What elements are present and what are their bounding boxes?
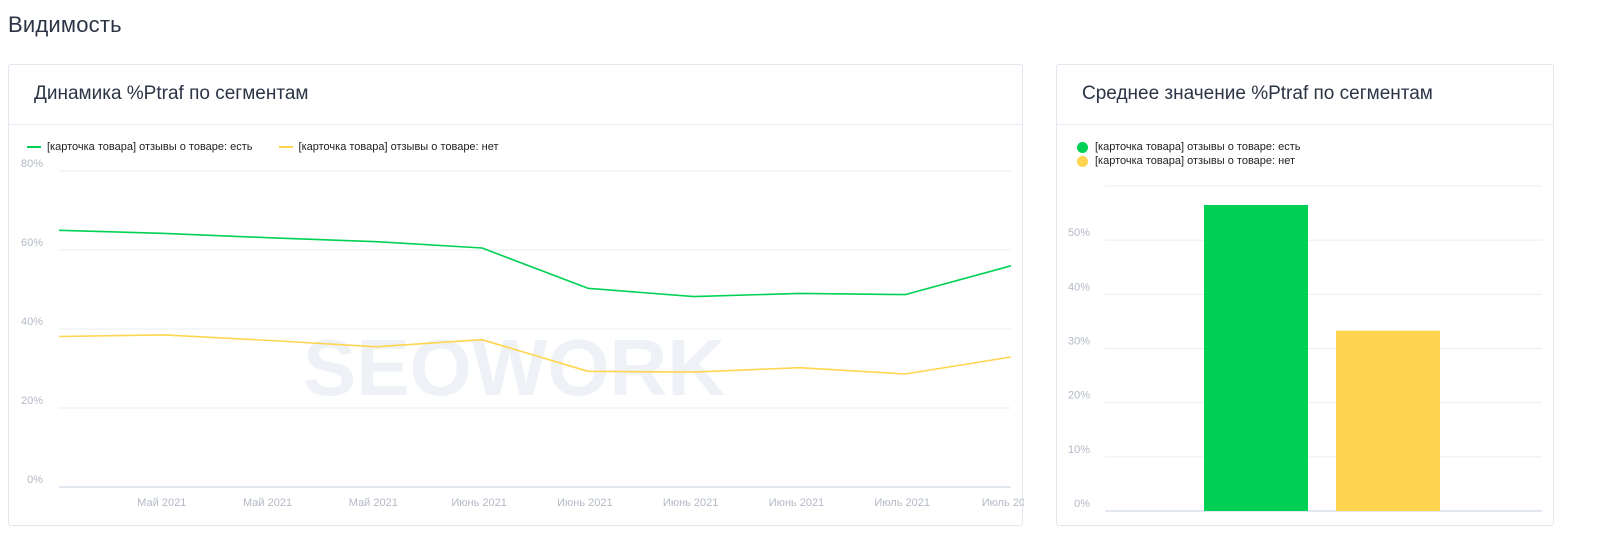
legend-item-no-reviews[interactable]: [карточка товара] отзывы о товаре: нет: [278, 141, 499, 153]
page-title: Видимость: [8, 12, 122, 37]
bar-chart-title: Среднее значение %Ptraf по сегментам: [1057, 65, 1553, 125]
legend-label: [карточка товара] отзывы о товаре: нет: [1095, 155, 1295, 167]
x-tick-label: Июнь 2021: [663, 497, 719, 509]
series-line-0: [58, 229, 1012, 298]
x-tick-label: Июнь 2021: [451, 497, 507, 509]
x-tick-label: Июль 2021: [874, 497, 930, 509]
line-chart-title: Динамика %Ptraf по сегментам: [9, 65, 1022, 125]
y-tick-label: 60%: [21, 237, 43, 249]
legend-label: [карточка товара] отзывы о товаре: нет: [298, 141, 499, 153]
legend-item-has-reviews[interactable]: [карточка товара] отзывы о товаре: есть: [27, 141, 253, 153]
y-tick-label: 80%: [21, 158, 43, 170]
legend-dot-yellow: [1077, 155, 1088, 167]
legend-label: [карточка товара] отзывы о товаре: есть: [47, 141, 253, 153]
y-tick-label: 10%: [1068, 444, 1090, 456]
y-tick-label: 50%: [1068, 227, 1090, 239]
bar-chart-legend: [карточка товара] отзывы о товаре: есть …: [1077, 141, 1301, 167]
line-chart-legend: [карточка товара] отзывы о товаре: есть …: [27, 141, 499, 153]
x-tick-label: Июнь 2021: [769, 497, 825, 509]
legend-item-has-reviews[interactable]: [карточка товара] отзывы о товаре: есть: [1077, 141, 1301, 153]
y-tick-label: 20%: [1068, 390, 1090, 402]
y-tick-label: 40%: [1068, 281, 1090, 293]
legend-swatch-green: [27, 146, 41, 148]
y-tick-label: 40%: [21, 316, 43, 328]
y-tick-label: 20%: [21, 395, 43, 407]
bar-chart: 0% 10% 20% 30% 40% 50%: [1068, 185, 1542, 512]
y-tick-label: 30%: [1068, 336, 1090, 348]
y-tick-label: 0%: [1074, 498, 1090, 510]
series-line-1: [58, 334, 1012, 375]
bar-0: [1204, 204, 1308, 512]
legend-dot-green: [1077, 141, 1088, 153]
legend-swatch-yellow: [278, 146, 293, 148]
watermark: SEOWORK: [303, 323, 725, 412]
x-tick-label: Июнь 2021: [557, 497, 613, 509]
x-tick-label: Май 2021: [137, 497, 186, 509]
legend-item-no-reviews[interactable]: [карточка товара] отзывы о товаре: нет: [1077, 155, 1301, 167]
line-chart: SEOWORK 0% 20% 40% 60% 80% Май 2021 Май 2021 Май…: [21, 158, 1024, 509]
y-tick-label: 0%: [27, 474, 43, 486]
x-tick-label: Июль 20...: [982, 497, 1024, 509]
x-tick-label: Май 2021: [349, 497, 398, 509]
bar-chart-card: Среднее значение %Ptraf по сегментам 0% 1…: [1056, 64, 1554, 526]
bar-1: [1336, 330, 1440, 511]
line-chart-card: Динамика %Ptraf по сегментам SEOWORK 0% 20…: [8, 64, 1024, 526]
x-tick-label: Май 2021: [243, 497, 292, 509]
legend-label: [карточка товара] отзывы о товаре: есть: [1095, 141, 1301, 153]
